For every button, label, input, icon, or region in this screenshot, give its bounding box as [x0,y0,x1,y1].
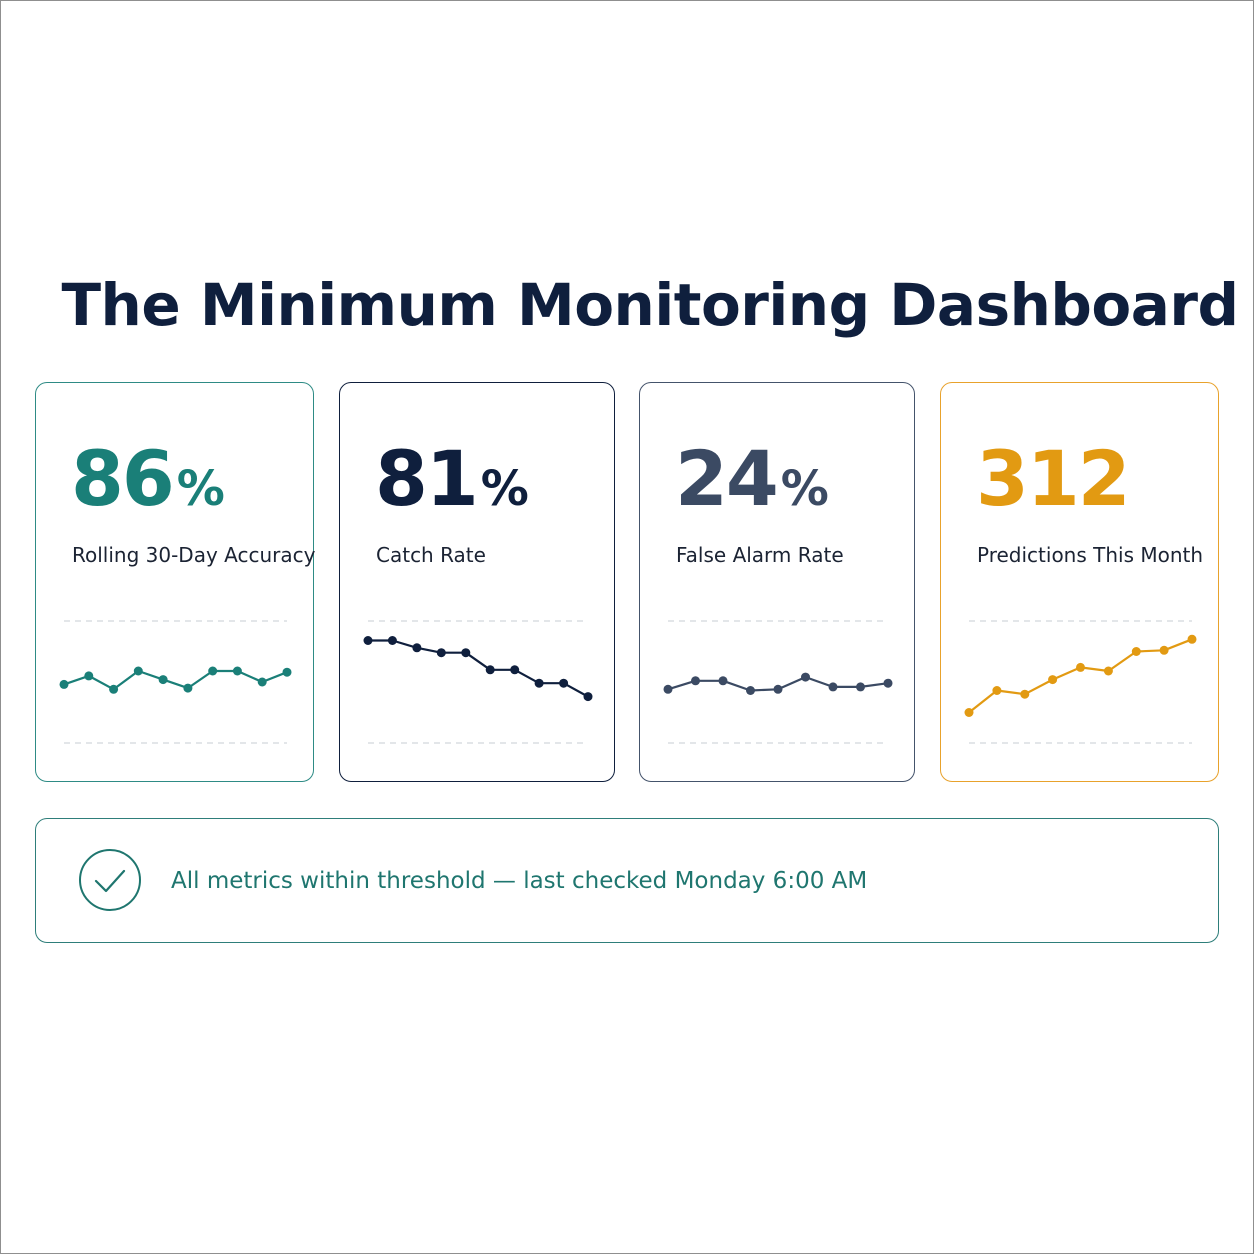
sparkline-point [1076,662,1085,672]
sparkline-point [583,692,593,702]
sparkline-point [133,666,143,676]
metric-label: Rolling 30-Day Accuracy [72,543,316,567]
status-banner: All metrics within threshold — last chec… [35,818,1219,943]
card-accuracy: 86% Rolling 30-Day Accuracy [35,382,316,782]
sparkline-accuracy [59,620,292,744]
sparkline-point [718,676,728,686]
sparkline-point [559,678,569,688]
sparkline-point [1103,666,1113,676]
sparkline-point [1187,634,1197,644]
sparkline-point [773,684,783,694]
status-text: All metrics within threshold — last chec… [171,868,868,894]
sparkline-point [282,667,292,677]
metric-label: Predictions This Month [977,543,1204,567]
sparkline-point [232,666,242,676]
sparkline-point [461,648,471,658]
sparkline-path [968,638,1193,714]
check-circle-icon [79,849,141,911]
sparkline-point [691,676,700,686]
page-title: The Minimum Monitoring Dashboard [61,270,1239,339]
sparkline-point [485,665,495,675]
sparkline-point [436,648,446,658]
metric-value: 81% [375,434,529,523]
sparkline-path [368,639,589,698]
sparkline-point [992,686,1002,695]
sparkline-point [84,671,94,681]
sparkline-point [1131,647,1141,656]
sparkline-false-alarm-rate [663,620,893,744]
sparkline-point [883,678,893,688]
sparkline-catch-rate [363,620,593,744]
sparkline-point [1048,675,1058,685]
sparkline-point [183,683,193,693]
sparkline-point [59,679,69,689]
sparkline-predictions [964,620,1197,744]
card-false-alarm-rate: 24% False Alarm Rate [639,382,915,782]
metric-value: 86% [71,434,225,523]
sparkline-point [412,643,422,653]
sparkline-point [257,677,267,687]
sparkline-point [387,636,397,645]
sparkline-point [964,708,974,717]
sparkline-point [856,682,865,692]
sparkline-point [510,665,520,675]
sparkline-point [663,684,673,694]
metric-value: 312 [976,434,1131,523]
sparkline-point [801,672,810,682]
sparkline-point [363,636,373,645]
card-predictions-this-month: 312 Predictions This Month [940,382,1219,782]
metric-label: False Alarm Rate [676,543,844,567]
sparkline-path [63,669,288,691]
sparkline-point [746,686,755,695]
sparkline-point [1159,645,1169,655]
sparkline-point [1020,689,1030,699]
metric-value: 24% [675,434,829,523]
sparkline-point [208,666,218,676]
sparkline-point [828,682,838,692]
card-catch-rate: 81% Catch Rate [339,382,615,782]
sparkline-point [158,675,168,685]
sparkline-point [534,678,544,688]
metric-label: Catch Rate [376,543,486,567]
sparkline-point [109,684,119,694]
